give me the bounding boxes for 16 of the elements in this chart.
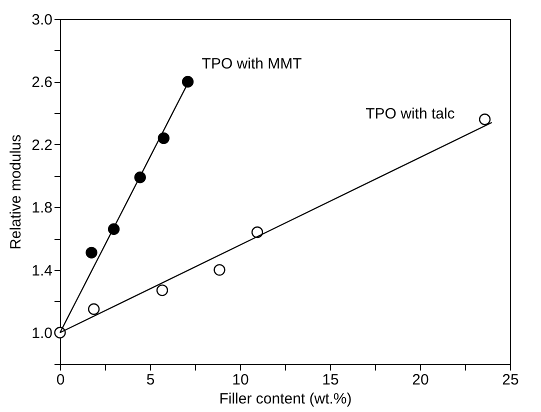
y-tick-label: 1.0 [32,325,52,342]
series-label: TPO with MMT [202,56,302,73]
x-tick-label: 10 [232,372,249,388]
y-tick-label: 1.4 [32,262,52,280]
x-axis-title: Filler content (wt.%) [219,390,352,408]
y-tick-label: 1.8 [32,200,52,217]
x-tick-label: 15 [322,372,339,388]
series-label: TPO with talc [366,105,456,122]
y-tick-label: 2.6 [32,74,52,92]
y-axis-title: Relative modulus [8,134,25,250]
y-tick-label: 3.0 [32,12,52,28]
x-tick-label: 5 [146,372,155,388]
x-tick-label: 25 [502,372,519,388]
y-tick-label: 2.2 [32,136,52,154]
x-tick-label: 0 [56,372,65,388]
x-tick-label: 20 [412,372,429,388]
